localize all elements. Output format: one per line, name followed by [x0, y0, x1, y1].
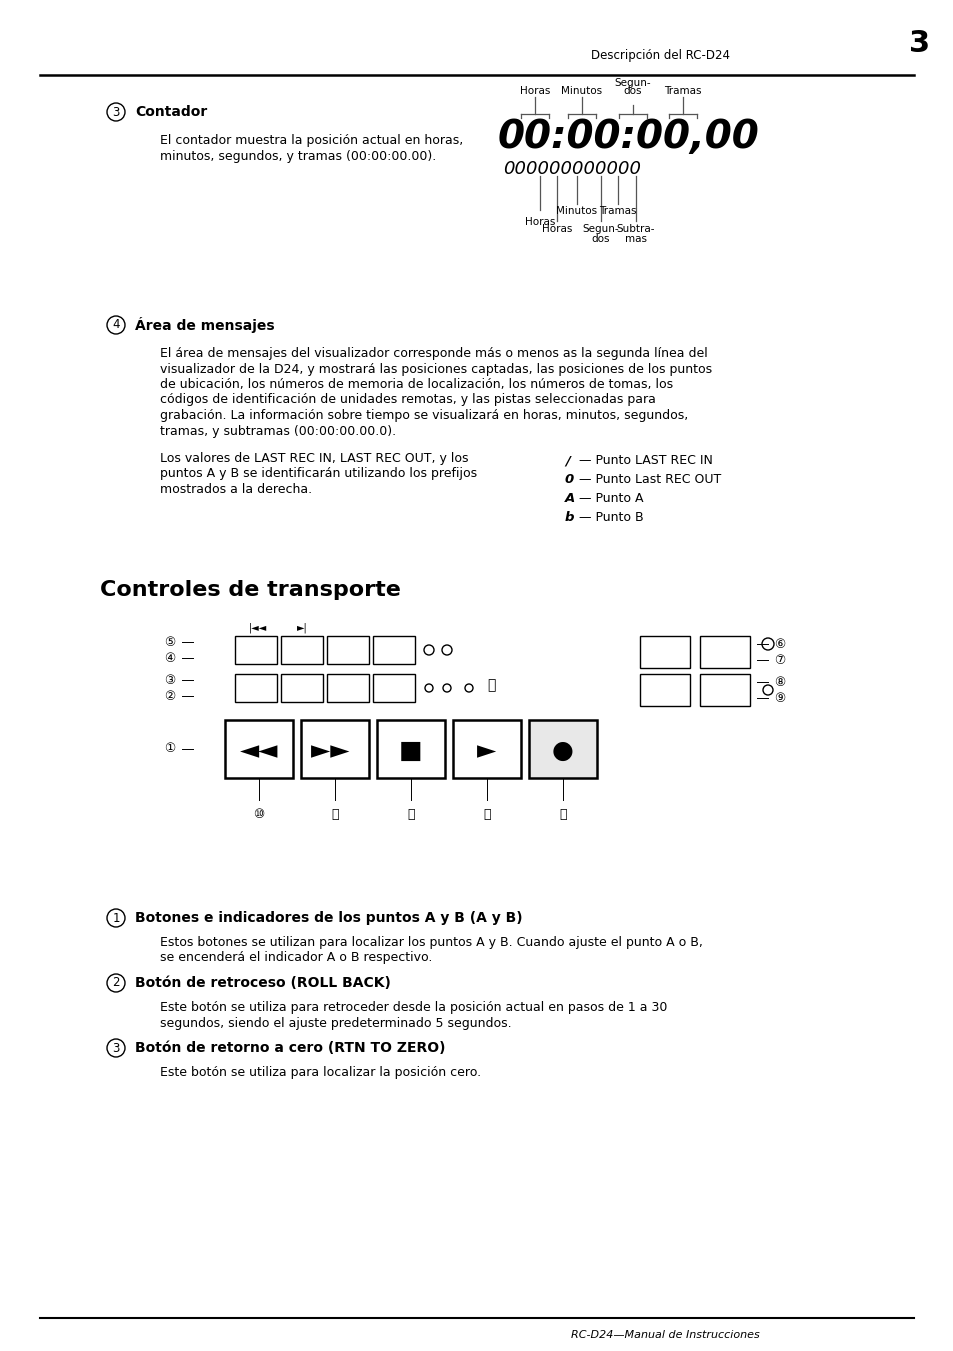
Text: Contador: Contador — [135, 105, 207, 119]
Text: 2: 2 — [112, 977, 120, 989]
Text: minutos, segundos, y tramas (00:00:00.00).: minutos, segundos, y tramas (00:00:00.00… — [160, 150, 436, 163]
Text: mostrados a la derecha.: mostrados a la derecha. — [160, 484, 312, 496]
Text: ③: ③ — [164, 674, 175, 686]
Text: grabación. La información sobre tiempo se visualizará en horas, minutos, segundo: grabación. La información sobre tiempo s… — [160, 409, 687, 422]
Text: — Punto B: — Punto B — [578, 511, 643, 524]
Text: Descripción del RC-D24: Descripción del RC-D24 — [590, 49, 729, 62]
Text: RC-D24—Manual de Instrucciones: RC-D24—Manual de Instrucciones — [571, 1329, 760, 1340]
Text: 4: 4 — [112, 319, 120, 331]
Text: 1: 1 — [112, 912, 120, 924]
Text: 000000000000: 000000000000 — [502, 159, 640, 178]
Text: Tramas: Tramas — [663, 86, 701, 96]
Bar — [376, 720, 444, 778]
Text: de ubicación, los números de memoria de localización, los números de tomas, los: de ubicación, los números de memoria de … — [160, 378, 673, 390]
Text: 3: 3 — [112, 105, 119, 119]
Text: ►|: ►| — [296, 623, 307, 634]
Text: Botón de retorno a cero (RTN TO ZERO): Botón de retorno a cero (RTN TO ZERO) — [135, 1042, 445, 1055]
Text: visualizador de la D24, y mostrará las posiciones captadas, las posiciones de lo: visualizador de la D24, y mostrará las p… — [160, 362, 711, 376]
Text: 3: 3 — [908, 28, 929, 58]
Bar — [700, 674, 749, 707]
Text: A: A — [564, 492, 575, 505]
Bar — [639, 674, 689, 707]
Text: ►►: ►► — [311, 739, 358, 763]
Text: Botón de retroceso (ROLL BACK): Botón de retroceso (ROLL BACK) — [135, 975, 391, 990]
Text: Este botón se utiliza para retroceder desde la posición actual en pasos de 1 a 3: Este botón se utiliza para retroceder de… — [160, 1001, 667, 1015]
Bar — [373, 636, 415, 663]
Text: Los valores de LAST REC IN, LAST REC OUT, y los: Los valores de LAST REC IN, LAST REC OUT… — [160, 453, 468, 465]
Bar — [529, 720, 597, 778]
Text: 00:00:00,00: 00:00:00,00 — [497, 118, 759, 155]
Bar — [301, 720, 369, 778]
Text: segundos, siendo el ajuste predeterminado 5 segundos.: segundos, siendo el ajuste predeterminad… — [160, 1016, 511, 1029]
Text: ⑤: ⑤ — [164, 635, 175, 648]
Text: Segun-: Segun- — [614, 78, 651, 88]
Text: — Punto LAST REC IN: — Punto LAST REC IN — [578, 454, 712, 467]
Text: dos: dos — [623, 86, 641, 96]
Text: códigos de identificación de unidades remotas, y las pistas seleccionadas para: códigos de identificación de unidades re… — [160, 393, 656, 407]
Text: El contador muestra la posición actual en horas,: El contador muestra la posición actual e… — [160, 134, 463, 147]
Text: ⑪: ⑪ — [331, 808, 338, 821]
Bar — [327, 636, 369, 663]
Text: Horas: Horas — [519, 86, 550, 96]
Text: Horas: Horas — [524, 218, 555, 227]
Bar — [281, 636, 323, 663]
Text: ⑨: ⑨ — [774, 692, 785, 704]
Text: ■: ■ — [398, 739, 422, 763]
Text: Minutos: Minutos — [561, 86, 602, 96]
Text: puntos A y B se identificarán utilizando los prefijos: puntos A y B se identificarán utilizando… — [160, 467, 476, 481]
Text: Horas: Horas — [541, 224, 572, 234]
Text: ②: ② — [164, 689, 175, 703]
Bar — [234, 636, 276, 663]
Text: ⌒: ⌒ — [486, 678, 495, 692]
Text: ①: ① — [164, 743, 175, 755]
Text: Tramas: Tramas — [598, 205, 636, 216]
Text: 3: 3 — [112, 1042, 119, 1055]
Bar — [234, 674, 276, 703]
Text: Segun-: Segun- — [582, 224, 618, 234]
Bar — [281, 674, 323, 703]
Text: /: / — [564, 454, 569, 467]
Text: — Punto Last REC OUT: — Punto Last REC OUT — [578, 473, 720, 486]
Text: ►: ► — [476, 739, 497, 763]
Text: Este botón se utiliza para localizar la posición cero.: Este botón se utiliza para localizar la … — [160, 1066, 480, 1079]
Text: mas: mas — [624, 234, 646, 245]
Bar — [453, 720, 520, 778]
Text: |◄◄: |◄◄ — [249, 623, 267, 634]
Text: — Punto A: — Punto A — [578, 492, 643, 505]
Text: se encenderá el indicador A o B respectivo.: se encenderá el indicador A o B respecti… — [160, 951, 432, 965]
Text: ⑥: ⑥ — [774, 638, 785, 650]
Text: ⑧: ⑧ — [774, 676, 785, 689]
Text: Botones e indicadores de los puntos A y B (A y B): Botones e indicadores de los puntos A y … — [135, 911, 522, 925]
Text: Controles de transporte: Controles de transporte — [100, 580, 400, 600]
Bar — [225, 720, 293, 778]
Text: ●: ● — [552, 739, 574, 763]
Text: ⑭: ⑭ — [558, 808, 566, 821]
Text: Área de mensajes: Área de mensajes — [135, 317, 274, 332]
Bar — [700, 636, 749, 667]
Text: Minutos: Minutos — [556, 205, 597, 216]
Text: ⑫: ⑫ — [407, 808, 415, 821]
Text: El área de mensajes del visualizador corresponde más o menos as la segunda línea: El área de mensajes del visualizador cor… — [160, 347, 707, 359]
Text: ⑦: ⑦ — [774, 654, 785, 666]
Text: 0: 0 — [564, 473, 574, 486]
Text: Estos botones se utilizan para localizar los puntos A y B. Cuando ajuste el punt: Estos botones se utilizan para localizar… — [160, 936, 702, 948]
Text: ⑩: ⑩ — [253, 808, 264, 821]
Bar — [639, 636, 689, 667]
Text: b: b — [564, 511, 574, 524]
Text: ⑬: ⑬ — [483, 808, 490, 821]
Text: dos: dos — [591, 234, 610, 245]
Text: tramas, y subtramas (00:00:00.00.0).: tramas, y subtramas (00:00:00.00.0). — [160, 424, 395, 438]
Text: Subtra-: Subtra- — [616, 224, 655, 234]
Bar — [373, 674, 415, 703]
Text: ◄◄: ◄◄ — [239, 739, 278, 763]
Bar — [327, 674, 369, 703]
Text: ④: ④ — [164, 651, 175, 665]
